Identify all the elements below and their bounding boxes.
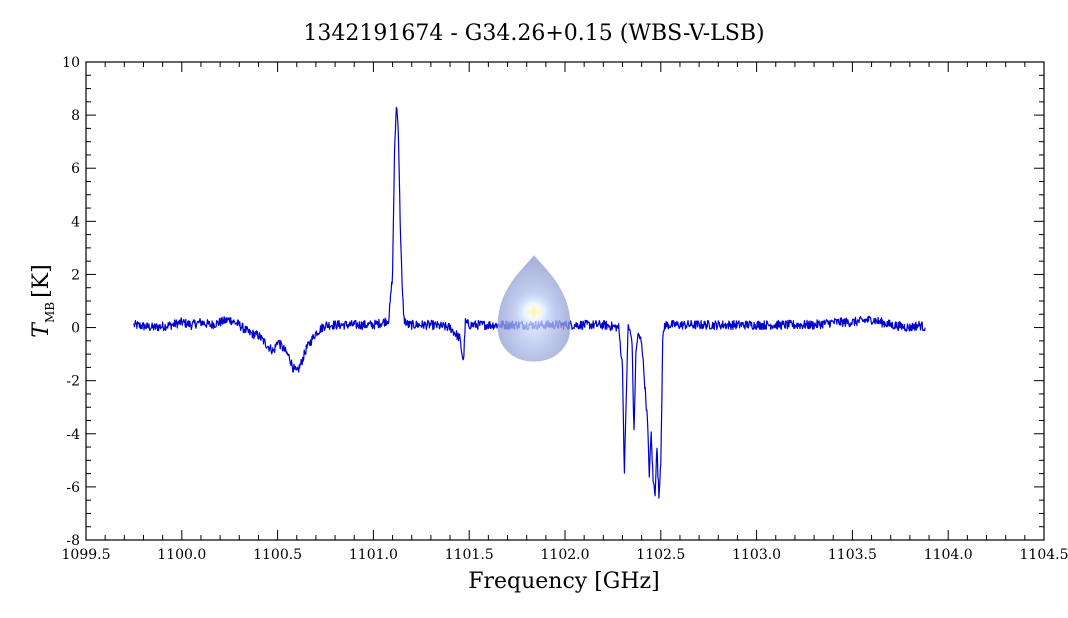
y-tick-label: 0 <box>71 321 80 337</box>
x-tick-label: 1102.0 <box>541 547 590 563</box>
x-tick-label: 1101.5 <box>445 547 494 563</box>
x-tick-labels: 1099.5 1100.0 1100.5 1101.0 1101.5 1102.0 1102… <box>62 547 1068 563</box>
svg-text:TMB[K]: TMB [K] <box>29 264 57 337</box>
y-tick-label: 8 <box>71 108 80 124</box>
x-tick-label: 1100.0 <box>157 547 206 563</box>
x-tick-label: 1104.0 <box>924 547 973 563</box>
y-label-main: T <box>29 321 54 338</box>
droplet-logo <box>497 255 571 362</box>
svg-text:Frequency [GHz]: Frequency [GHz] <box>468 569 660 594</box>
y-label-unit: [K] <box>29 264 54 298</box>
chart-title: 1342191674 - G34.26+0.15 (WBS-V-LSB) <box>303 21 764 46</box>
x-tick-label: 1104.5 <box>1020 547 1068 563</box>
plot-frame <box>85 61 1045 541</box>
y-label-sub: MB <box>43 302 57 323</box>
x-tick-label: 1099.5 <box>62 547 111 563</box>
y-tick-labels: -8 -6 -4 -2 0 2 4 6 8 10 <box>62 55 80 549</box>
y-tick-label: -2 <box>66 374 80 390</box>
y-tick-label: 10 <box>62 55 80 71</box>
y-tick-label: 6 <box>71 161 80 177</box>
y-tick-label: -6 <box>66 480 80 496</box>
y-tick-label: -4 <box>66 427 80 443</box>
y-tick-label: 2 <box>71 267 80 283</box>
y-tick-label: 4 <box>71 214 80 230</box>
y-axis-label: TMB [K] <box>29 264 57 337</box>
x-tick-label: 1102.5 <box>636 547 685 563</box>
x-tick-label: 1103.5 <box>828 547 877 563</box>
y-tick-label: -8 <box>66 533 80 549</box>
x-tick-label: 1101.0 <box>349 547 398 563</box>
x-axis-label: Frequency [GHz] <box>468 569 660 594</box>
x-tick-label: 1100.5 <box>253 547 302 563</box>
x-tick-label: 1103.0 <box>732 547 781 563</box>
